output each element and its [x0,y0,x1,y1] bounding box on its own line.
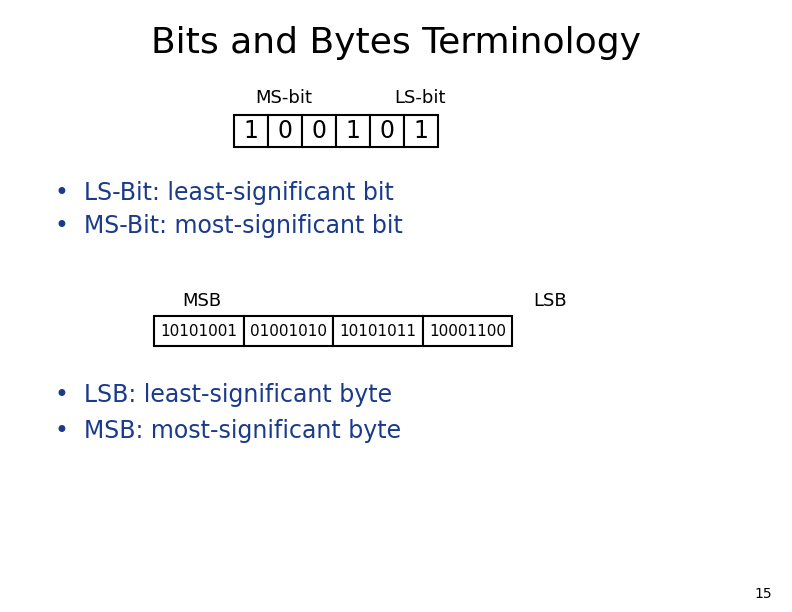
Bar [244,316,333,346]
Text: •  MSB: most-significant byte: • MSB: most-significant byte [55,419,402,444]
Bar [370,115,404,147]
Text: 1: 1 [345,119,360,143]
Bar [234,115,268,147]
Text: MSB: MSB [182,292,222,310]
Text: 10001100: 10001100 [429,324,506,338]
Text: •  LSB: least-significant byte: • LSB: least-significant byte [55,382,393,407]
Text: 10101011: 10101011 [340,324,417,338]
Bar [423,316,512,346]
Text: LS-bit: LS-bit [394,89,446,107]
Text: 1: 1 [243,119,258,143]
Text: •  LS-Bit: least-significant bit: • LS-Bit: least-significant bit [55,181,394,205]
Text: •  MS-Bit: most-significant bit: • MS-Bit: most-significant bit [55,214,403,239]
Text: LSB: LSB [534,292,567,310]
Bar [154,316,244,346]
Text: 1: 1 [413,119,428,143]
Text: 10101001: 10101001 [161,324,238,338]
Text: MS-bit: MS-bit [255,89,312,107]
Text: 0: 0 [277,119,292,143]
Text: 01001010: 01001010 [250,324,327,338]
Bar [302,115,336,147]
Bar [268,115,302,147]
Text: 0: 0 [311,119,326,143]
Text: 15: 15 [755,587,772,601]
Bar [404,115,438,147]
Bar [336,115,370,147]
Bar [333,316,423,346]
Text: 0: 0 [379,119,394,143]
Text: Bits and Bytes Terminology: Bits and Bytes Terminology [151,26,641,60]
